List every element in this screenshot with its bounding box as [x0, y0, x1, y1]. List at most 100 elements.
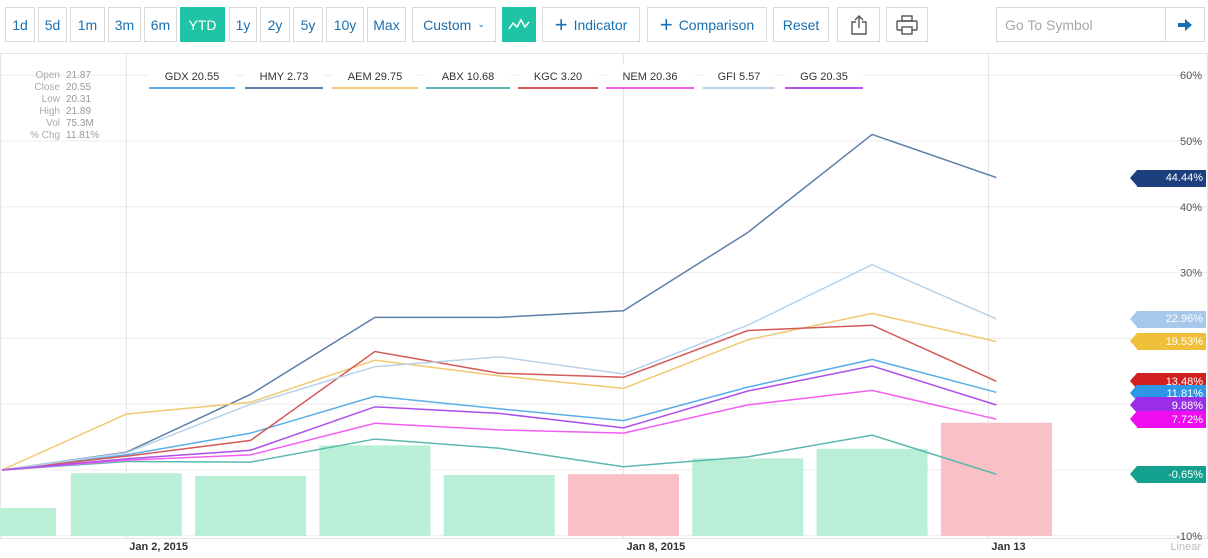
y-tick-label: 30% [1180, 268, 1202, 280]
volume-bar [319, 445, 431, 536]
legend-item[interactable]: GDX 20.55 [149, 65, 235, 89]
reset-button[interactable]: Reset [773, 7, 829, 42]
stat-row: Low 20.31 [8, 94, 99, 106]
ohlc-stats: Open 21.87 Close 20.55 Low 20.31 High 21.89 Vol 7… [8, 70, 99, 142]
legend-label: HMY 2.73 [259, 71, 309, 83]
comparison-button[interactable]: + Comparison [647, 7, 767, 42]
indicator-label: Indicator [573, 16, 628, 33]
range-button-5y[interactable]: 5y [293, 7, 323, 42]
series-end-tag: 44.44% [1130, 169, 1206, 187]
legend-swatch [703, 87, 775, 89]
share-button[interactable] [837, 7, 880, 42]
legend-label: KGC 3.20 [533, 71, 583, 83]
legend-label: GFI 5.57 [717, 71, 761, 83]
legend-swatch [332, 87, 418, 89]
legend-swatch [245, 87, 323, 89]
series-end-tag: -0.65% [1130, 466, 1206, 484]
range-button-6m[interactable]: 6m [144, 7, 177, 42]
print-button[interactable] [886, 7, 928, 42]
legend-item[interactable]: NEM 20.36 [606, 65, 694, 89]
stat-label: Vol [46, 118, 60, 129]
legend-item[interactable]: GG 20.35 [785, 65, 863, 89]
range-button-5d[interactable]: 5d [38, 7, 67, 42]
volume-bar [816, 448, 928, 536]
y-tick-label: 40% [1180, 202, 1202, 214]
range-button-2y[interactable]: 2y [260, 7, 290, 42]
volume-bar [443, 475, 555, 536]
legend-label: GG 20.35 [800, 71, 848, 83]
stat-row: Open 21.87 [8, 70, 99, 82]
legend-swatch [785, 87, 863, 89]
toolbar: 1d 5d 1m 3m 6m YTD 1y 2y 5y 10y Max Custom ⌄ + Ind… [0, 0, 1208, 50]
volume-bar [568, 474, 679, 536]
stat-value: 21.87 [66, 70, 92, 81]
stat-label: High [39, 106, 60, 117]
legend-label: AEM 29.75 [347, 71, 403, 83]
legend-item[interactable]: KGC 3.20 [518, 65, 598, 89]
y-tick-label: -10% [1176, 531, 1202, 543]
go-button[interactable] [1165, 8, 1204, 41]
range-button-1d[interactable]: 1d [5, 7, 35, 42]
symbol-search [996, 7, 1205, 42]
series-line [1, 365, 997, 471]
stat-value: 75.3M [66, 118, 94, 129]
legend-item[interactable]: HMY 2.73 [245, 65, 323, 89]
legend-item[interactable]: AEM 29.75 [332, 65, 418, 89]
stat-value: 11.81% [66, 130, 100, 141]
series-line [1, 133, 997, 471]
legend-item[interactable]: ABX 10.68 [426, 65, 510, 89]
stat-value: 20.55 [66, 82, 92, 93]
chevron-down-icon: ⌄ [477, 19, 485, 29]
range-button-1m[interactable]: 1m [70, 7, 105, 42]
line-chart-icon [508, 17, 530, 29]
stat-value: 20.31 [66, 94, 92, 105]
symbol-input[interactable] [997, 8, 1165, 41]
volume-bar [70, 473, 182, 536]
indicator-button[interactable]: + Indicator [542, 7, 640, 42]
plus-icon: + [554, 11, 568, 37]
series-line [1, 263, 997, 471]
plus-icon: + [659, 11, 673, 37]
stat-label: Open [35, 70, 60, 81]
series-line [1, 434, 997, 475]
range-button-10y[interactable]: 10y [326, 7, 364, 42]
series-line [1, 389, 997, 471]
range-button-1y[interactable]: 1y [229, 7, 257, 42]
custom-range-label: Custom [423, 16, 472, 33]
stat-row: High 21.89 [8, 106, 99, 118]
range-button-max[interactable]: Max [367, 7, 406, 42]
y-tick-label: 60% [1180, 70, 1202, 82]
legend-swatch [149, 87, 235, 89]
range-button-ytd[interactable]: YTD [180, 7, 225, 42]
series-end-tag: 19.53% [1130, 333, 1206, 351]
volume-bar [940, 422, 1052, 536]
scale-label: Linear [1170, 541, 1201, 553]
series-end-tag: 22.96% [1130, 310, 1206, 328]
stat-value: 21.89 [66, 106, 92, 117]
x-tick-label: Jan 2, 2015 [129, 541, 188, 553]
x-tick-label: Jan 8, 2015 [627, 541, 686, 553]
chart-type-button[interactable] [502, 7, 536, 42]
stat-row: Close 20.55 [8, 82, 99, 94]
legend-swatch [426, 87, 510, 89]
legend-swatch [518, 87, 598, 89]
stat-label: % Chg [29, 130, 60, 141]
x-tick-label: Jan 13 [991, 541, 1025, 553]
arrow-right-icon [1178, 18, 1192, 31]
comparison-label: Comparison [678, 16, 755, 33]
legend-swatch [606, 87, 694, 89]
series-line [1, 358, 997, 471]
printer-icon [896, 14, 918, 35]
stat-label: Close [34, 82, 60, 93]
legend-label: ABX 10.68 [441, 71, 495, 83]
volume-bar [0, 508, 56, 536]
series-end-tag: 9.88% [1130, 397, 1206, 415]
custom-range-dropdown[interactable]: Custom ⌄ [412, 7, 496, 42]
range-button-3m[interactable]: 3m [108, 7, 141, 42]
legend-label: NEM 20.36 [622, 71, 678, 83]
volume-bar [692, 458, 804, 536]
legend-item[interactable]: GFI 5.57 [703, 65, 775, 89]
stat-label: Low [41, 94, 60, 105]
